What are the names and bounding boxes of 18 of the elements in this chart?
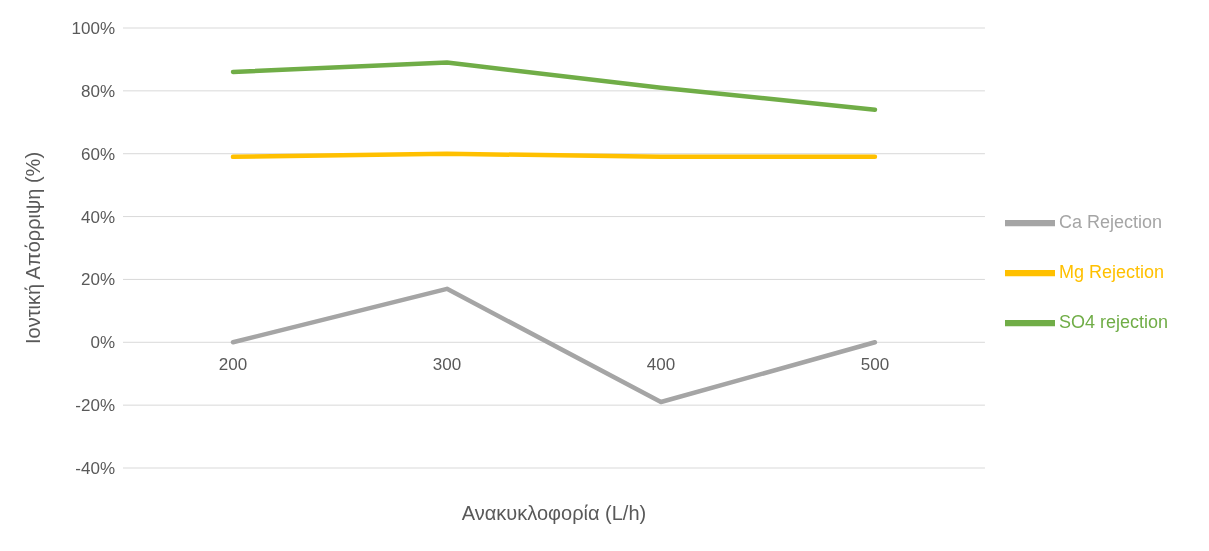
legend-label: Ca Rejection [1058, 211, 1162, 232]
y-axis-title: Ιοντική Απόρριψη (%) [22, 151, 45, 345]
x-tick-label: 400 [646, 355, 676, 375]
x-tick-label: 300 [432, 355, 462, 375]
x-axis-title: Ανακυκλοφορία (L/h) [461, 502, 647, 524]
x-tick-label: 200 [218, 355, 248, 375]
legend-label: Mg Rejection [1058, 261, 1164, 282]
x-tick-label: 500 [860, 355, 890, 375]
legend-label: SO4 rejection [1058, 311, 1168, 332]
y-tick-label: 100% [71, 19, 115, 39]
y-tick-label: 0% [90, 333, 115, 353]
y-tick-label: 60% [80, 144, 115, 164]
y-tick-label: 40% [80, 207, 115, 227]
y-tick-label: 80% [80, 81, 115, 101]
y-tick-label: -20% [75, 396, 115, 416]
y-tick-label: 20% [80, 270, 115, 290]
y-tick-label: -40% [75, 459, 115, 479]
line-series [230, 60, 878, 112]
